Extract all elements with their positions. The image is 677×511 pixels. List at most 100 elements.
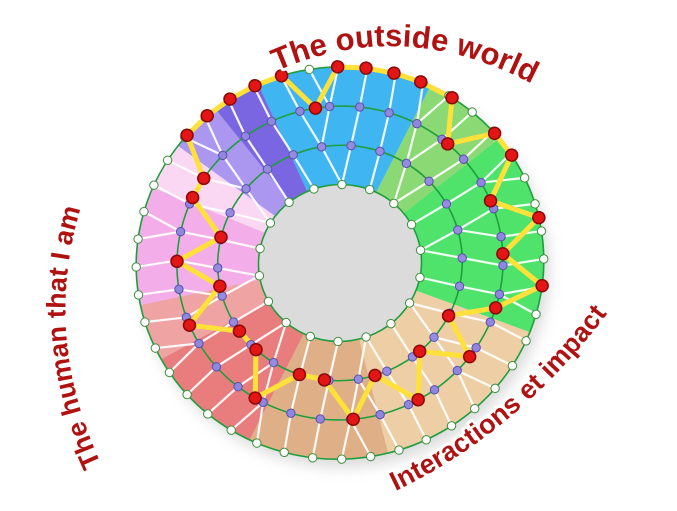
wheel-node[interactable] <box>441 199 452 209</box>
sector-tan-light[interactable] <box>353 274 545 455</box>
wheel-node[interactable] <box>415 272 425 283</box>
wheel-node[interactable] <box>254 271 265 281</box>
wheel-node[interactable] <box>406 219 417 230</box>
wheel-node[interactable] <box>266 116 277 127</box>
wheel-node[interactable] <box>539 254 549 264</box>
wheel-node[interactable] <box>324 101 335 112</box>
selected-node[interactable] <box>387 66 401 80</box>
wheel-node[interactable] <box>241 184 251 194</box>
wheel-node[interactable] <box>194 338 204 349</box>
wheel-node[interactable] <box>150 343 161 353</box>
wheel-node[interactable] <box>467 107 477 117</box>
wheel-node[interactable] <box>265 218 276 228</box>
selected-node[interactable] <box>487 126 502 141</box>
wheel-node[interactable] <box>470 403 480 414</box>
selected-node[interactable] <box>182 318 197 332</box>
wheel-node[interactable] <box>424 176 434 186</box>
selected-node[interactable] <box>170 254 184 269</box>
selected-node[interactable] <box>248 78 262 93</box>
wheel-node[interactable] <box>453 225 463 235</box>
wheel-node[interactable] <box>521 336 531 346</box>
selected-node[interactable] <box>185 190 200 205</box>
wheel-node[interactable] <box>364 184 375 195</box>
wheel-node[interactable] <box>288 150 298 160</box>
selected-node[interactable] <box>223 92 237 106</box>
wheel-node[interactable] <box>454 281 465 291</box>
wheel-node[interactable] <box>315 414 325 424</box>
selected-node[interactable] <box>248 391 262 405</box>
wheel-node[interactable] <box>284 197 294 208</box>
wheel-node[interactable] <box>361 332 371 342</box>
wheel-node[interactable] <box>295 106 305 117</box>
wheel-node[interactable] <box>375 409 385 420</box>
sector-blue[interactable] <box>257 51 445 208</box>
wheel-node[interactable] <box>226 425 236 435</box>
wheel-node[interactable] <box>382 366 392 376</box>
sector-purple-light[interactable] <box>173 100 292 230</box>
selected-node[interactable] <box>317 373 332 387</box>
wheel-node[interactable] <box>386 318 396 329</box>
selected-node[interactable] <box>440 137 455 151</box>
wheel-node[interactable] <box>162 155 173 166</box>
wheel-node[interactable] <box>133 290 144 300</box>
selected-node[interactable] <box>330 60 345 74</box>
selected-node[interactable] <box>197 171 211 186</box>
wheel-node[interactable] <box>233 381 243 392</box>
wheel-node[interactable] <box>494 289 505 300</box>
wheel-node[interactable] <box>149 180 159 190</box>
wheel-node[interactable] <box>240 131 251 141</box>
sector-tan[interactable] <box>234 324 389 475</box>
wheel-node[interactable] <box>307 453 318 463</box>
selected-node[interactable] <box>359 61 373 75</box>
wheel-node[interactable] <box>401 158 412 169</box>
wheel-node[interactable] <box>530 199 540 209</box>
wheel-node[interactable] <box>536 226 547 236</box>
selected-node[interactable] <box>180 128 194 143</box>
wheel-node[interactable] <box>485 317 495 327</box>
wheel-node[interactable] <box>446 421 457 431</box>
wheel-node[interactable] <box>213 263 223 273</box>
selected-node[interactable] <box>200 109 214 123</box>
wheel-node[interactable] <box>211 362 222 372</box>
wheel-node[interactable] <box>394 445 404 455</box>
selected-node[interactable] <box>462 349 477 364</box>
wheel-node[interactable] <box>268 357 279 368</box>
wheel-node[interactable] <box>403 399 414 410</box>
wheel-node[interactable] <box>507 360 518 371</box>
selected-node[interactable] <box>488 301 503 315</box>
wheel-node[interactable] <box>286 408 296 418</box>
selected-node[interactable] <box>414 75 428 89</box>
selected-node[interactable] <box>214 230 228 244</box>
selected-node[interactable] <box>346 412 360 427</box>
wheel-node[interactable] <box>412 118 422 129</box>
wheel-node[interactable] <box>131 262 141 272</box>
selected-node[interactable] <box>532 210 546 225</box>
wheel-node[interactable] <box>346 140 356 151</box>
sector-green-light[interactable] <box>361 77 508 217</box>
selected-node[interactable] <box>308 101 323 115</box>
wheel-node[interactable] <box>429 332 439 342</box>
selected-node[interactable] <box>249 342 263 357</box>
wheel-node[interactable] <box>279 447 289 458</box>
sector-purple[interactable] <box>213 79 309 210</box>
selected-node[interactable] <box>213 279 227 293</box>
wheel-node[interactable] <box>203 409 213 419</box>
wheel-node[interactable] <box>262 164 273 174</box>
wheel-node[interactable] <box>140 317 150 327</box>
wheel-node[interactable] <box>139 206 149 217</box>
wheel-node[interactable] <box>164 367 175 378</box>
wheel-node[interactable] <box>429 385 440 395</box>
wheel-node[interactable] <box>365 451 376 462</box>
wheel-node[interactable] <box>309 184 319 194</box>
selected-node[interactable] <box>412 344 427 359</box>
wheel-node[interactable] <box>498 260 508 271</box>
wheel-node[interactable] <box>496 231 506 242</box>
wheel-node[interactable] <box>457 253 467 263</box>
wheel-node[interactable] <box>471 343 481 353</box>
wheel-node[interactable] <box>452 365 462 376</box>
wheel-node[interactable] <box>175 226 186 237</box>
wheel-node[interactable] <box>133 234 143 244</box>
wheel-node[interactable] <box>225 208 235 218</box>
wheel-node[interactable] <box>519 173 530 183</box>
selected-node[interactable] <box>496 247 510 261</box>
